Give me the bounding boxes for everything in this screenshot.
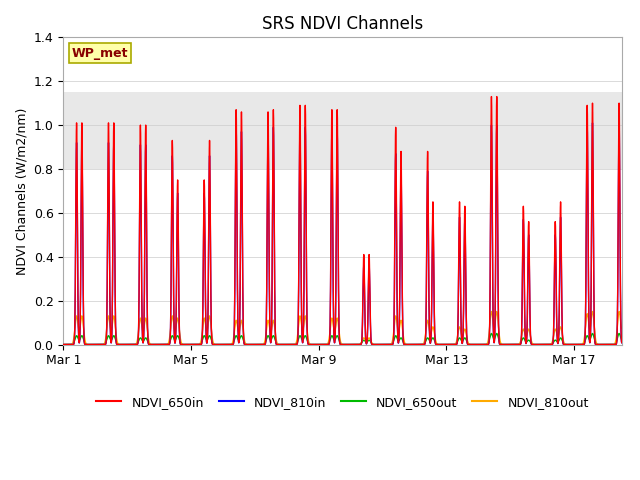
Line: NDVI_650in: NDVI_650in (63, 96, 621, 345)
NDVI_810out (68, 341, 76, 347)
NDVI_650in (280, 342, 287, 348)
NDVI_650out (462, 336, 470, 342)
NDVI_650out (493, 331, 500, 336)
Bar (63, 92, 621, 169)
NDVI_650in (126, 342, 134, 348)
NDVI_650out (280, 342, 287, 348)
NDVI_650in (618, 340, 625, 346)
NDVI_650out (290, 342, 298, 348)
NDVI_810out (290, 342, 298, 348)
NDVI_650in (488, 94, 495, 99)
NDVI_650out (169, 333, 177, 338)
NDVI_810out (493, 309, 500, 314)
NDVI_810in (126, 342, 134, 348)
NDVI_810out (60, 342, 67, 348)
NDVI_810out (618, 326, 625, 332)
NDVI_650out (68, 341, 76, 347)
Line: NDVI_810out: NDVI_810out (63, 312, 621, 345)
NDVI_650in (290, 342, 298, 348)
NDVI_650in (60, 342, 67, 348)
NDVI_810in (290, 342, 298, 348)
NDVI_810in (462, 274, 470, 280)
NDVI_650in (169, 145, 177, 151)
NDVI_810in (60, 342, 67, 348)
NDVI_810out (280, 342, 287, 348)
NDVI_810out (126, 342, 134, 348)
NDVI_810out (462, 328, 470, 334)
Line: NDVI_650out: NDVI_650out (63, 334, 621, 345)
NDVI_810in (68, 342, 76, 348)
NDVI_810in (280, 342, 287, 348)
NDVI_650out (126, 342, 134, 348)
NDVI_810in (618, 340, 625, 346)
NDVI_810out (169, 313, 177, 319)
Title: SRS NDVI Channels: SRS NDVI Channels (262, 15, 423, 33)
NDVI_650out (618, 336, 625, 342)
Legend: NDVI_650in, NDVI_810in, NDVI_650out, NDVI_810out: NDVI_650in, NDVI_810in, NDVI_650out, NDV… (92, 391, 594, 414)
Line: NDVI_810in: NDVI_810in (63, 123, 621, 345)
NDVI_810in (169, 160, 177, 166)
NDVI_650in (462, 267, 470, 273)
Y-axis label: NDVI Channels (W/m2/nm): NDVI Channels (W/m2/nm) (15, 107, 28, 275)
NDVI_650in (68, 342, 76, 348)
NDVI_650out (60, 342, 67, 348)
NDVI_810in (589, 120, 596, 126)
Text: WP_met: WP_met (72, 47, 128, 60)
